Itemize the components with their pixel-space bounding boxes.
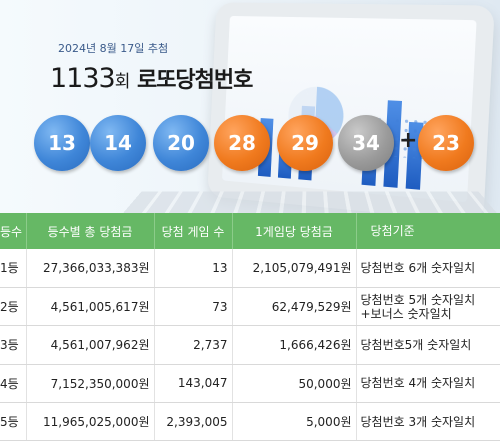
table-row: 4등 7,152,350,000원 143,047 50,000원 당첨번호 4… bbox=[0, 364, 500, 402]
winner-count-cell: 2,737 bbox=[154, 326, 232, 364]
round-title: 1133회 로또당첨번호 bbox=[50, 62, 252, 94]
criteria-cell: 당첨번호5개 숫자일치 bbox=[356, 326, 500, 364]
table-row: 5등 11,965,025,000원 2,393,005 5,000원 당첨번호… bbox=[0, 403, 500, 441]
total-prize-cell: 4,561,007,962원 bbox=[26, 326, 154, 364]
rank-cell: 1등 bbox=[0, 249, 26, 287]
rank-cell: 3등 bbox=[0, 326, 26, 364]
prize-table: 등수 등수별 총 당첨금 당첨 게임 수 1게임당 당첨금 당첨기준 1등 27… bbox=[0, 213, 500, 441]
winner-count-cell: 73 bbox=[154, 287, 232, 325]
draw-date: 2024년 8월 17일 추첨 bbox=[58, 40, 168, 56]
total-prize-cell: 4,561,005,617원 bbox=[26, 287, 154, 325]
header-winner-count: 당첨 게임 수 bbox=[154, 213, 232, 249]
header-per-game-prize: 1게임당 당첨금 bbox=[232, 213, 356, 249]
criteria-text-bonus: +보너스 숫자일치 bbox=[361, 307, 452, 321]
winner-count-cell: 2,393,005 bbox=[154, 403, 232, 441]
table-row: 2등 4,561,005,617원 73 62,479,529원 당첨번호 5개… bbox=[0, 287, 500, 325]
tablet-screen bbox=[222, 16, 477, 202]
prize-table-body: 1등 27,366,033,383원 13 2,105,079,491원 당첨번… bbox=[0, 249, 500, 441]
criteria-text: 당첨번호 6개 숫자일치 bbox=[361, 261, 476, 275]
criteria-cell: 당첨번호 4개 숫자일치 bbox=[356, 364, 500, 402]
criteria-text: 당첨번호5개 숫자일치 bbox=[361, 338, 472, 352]
lotto-ball-2: 14 bbox=[90, 115, 146, 171]
header-criteria: 당첨기준 bbox=[356, 213, 500, 249]
criteria-cell: 당첨번호 3개 숫자일치 bbox=[356, 403, 500, 441]
criteria-text: 당첨번호 5개 숫자일치 bbox=[361, 293, 476, 307]
header-rank: 등수 bbox=[0, 213, 26, 249]
total-prize-cell: 7,152,350,000원 bbox=[26, 364, 154, 402]
per-game-prize-cell: 1,666,426원 bbox=[232, 326, 356, 364]
per-game-prize-cell: 2,105,079,491원 bbox=[232, 249, 356, 287]
criteria-cell: 당첨번호 5개 숫자일치 +보너스 숫자일치 bbox=[356, 287, 500, 325]
winner-count-cell: 143,047 bbox=[154, 364, 232, 402]
table-row: 3등 4,561,007,962원 2,737 1,666,426원 당첨번호5… bbox=[0, 326, 500, 364]
per-game-prize-cell: 50,000원 bbox=[232, 364, 356, 402]
rank-cell: 4등 bbox=[0, 364, 26, 402]
total-prize-cell: 11,965,025,000원 bbox=[26, 403, 154, 441]
round-unit: 회 bbox=[115, 72, 130, 92]
lotto-ball-5: 29 bbox=[277, 115, 333, 171]
round-title-text: 로또당첨번호 bbox=[137, 68, 252, 93]
rank-cell: 2등 bbox=[0, 287, 26, 325]
rank-cell: 5등 bbox=[0, 403, 26, 441]
lotto-ball-6: 34 bbox=[338, 115, 394, 171]
plus-sign: + bbox=[399, 128, 417, 153]
table-row: 1등 27,366,033,383원 13 2,105,079,491원 당첨번… bbox=[0, 249, 500, 287]
header-row: 등수 등수별 총 당첨금 당첨 게임 수 1게임당 당첨금 당첨기준 bbox=[0, 213, 500, 249]
per-game-prize-cell: 62,479,529원 bbox=[232, 287, 356, 325]
criteria-cell: 당첨번호 6개 숫자일치 bbox=[356, 249, 500, 287]
banner: 2024년 8월 17일 추첨 1133회 로또당첨번호 13 14 20 28… bbox=[0, 0, 500, 213]
header-total-prize: 등수별 총 당첨금 bbox=[26, 213, 154, 249]
prize-table-header: 등수 등수별 총 당첨금 당첨 게임 수 1게임당 당첨금 당첨기준 bbox=[0, 213, 500, 249]
round-number: 1133 bbox=[50, 63, 115, 94]
tablet-illustration bbox=[207, 2, 495, 213]
total-prize-cell: 27,366,033,383원 bbox=[26, 249, 154, 287]
lotto-ball-4: 28 bbox=[214, 115, 270, 171]
bonus-ball: 23 bbox=[418, 115, 474, 171]
criteria-text: 당첨번호 3개 숫자일치 bbox=[361, 415, 476, 429]
lotto-ball-1: 13 bbox=[34, 115, 90, 171]
lotto-ball-3: 20 bbox=[153, 115, 209, 171]
criteria-text: 당첨번호 4개 숫자일치 bbox=[361, 376, 476, 390]
per-game-prize-cell: 5,000원 bbox=[232, 403, 356, 441]
winner-count-cell: 13 bbox=[154, 249, 232, 287]
keyboard-illustration bbox=[117, 192, 500, 213]
